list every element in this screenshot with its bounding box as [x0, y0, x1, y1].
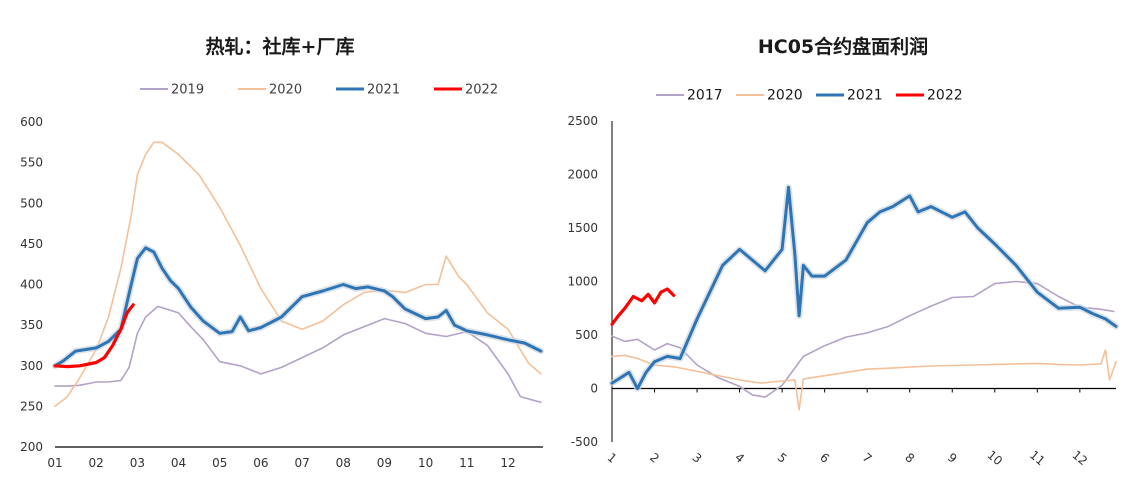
- legend-label: 2022: [465, 83, 498, 98]
- legend-item: 2022: [896, 88, 963, 104]
- x-tick-label: 9: [945, 450, 960, 466]
- y-tick-label: 2500: [567, 114, 598, 128]
- legend-label: 2021: [847, 88, 883, 104]
- series-line-2022: [610, 287, 676, 326]
- x-tick-label: 11: [1027, 448, 1048, 469]
- series-line-2020: [54, 141, 542, 408]
- series-line-2022: [53, 303, 135, 369]
- x-tick-label: 10: [418, 456, 433, 470]
- x-tick-label: 01: [47, 456, 62, 470]
- x-tick-label: 8: [902, 450, 917, 466]
- chart-panel-right: HC05合约盘面利润 2017 2020 2021 2022 -500 0 500 1000 1…: [560, 0, 1126, 497]
- x-axis: 01 02 03 04 05 06 07 08 09 10 11 12: [47, 446, 543, 470]
- legend-item: 2020: [238, 83, 302, 98]
- x-tick-label: 05: [212, 456, 227, 470]
- chart-panel-left: 热轧：社库+厂库 2019 2020 2021 2022 200 250 300 350 400…: [0, 0, 560, 497]
- y-tick-label: 1500: [567, 221, 598, 235]
- y-axis: 200 250 300 350 400 450 500 550 600: [20, 115, 43, 454]
- y-tick-label: 550: [20, 156, 43, 170]
- y-axis: -500 0 500 1000 1500 2000 2500: [567, 114, 613, 449]
- legend-label: 2021: [367, 83, 400, 98]
- legend-label: 2017: [687, 88, 723, 104]
- x-tick-label: 7: [860, 450, 875, 466]
- y-tick-label: 300: [20, 359, 43, 373]
- legend-item: 2022: [434, 83, 498, 98]
- y-tick-label: 1000: [567, 275, 598, 289]
- series-line-2021: [610, 185, 1118, 390]
- series-line-2019: [54, 305, 542, 404]
- x-tick-label: 06: [253, 456, 268, 470]
- y-tick-label: 450: [20, 237, 43, 251]
- legend-item: 2020: [736, 88, 803, 104]
- legend-item: 2017: [656, 88, 723, 104]
- chart-title: HC05合约盘面利润: [757, 36, 929, 58]
- y-tick-label: -500: [571, 435, 598, 449]
- x-tick-label: 12: [1069, 448, 1090, 469]
- y-tick-label: 350: [20, 318, 43, 332]
- chart-svg: 2019 2020 2021 2022 200 250 300 350 400 450 500 550…: [20, 83, 545, 470]
- x-tick-label: 2: [647, 450, 662, 466]
- x-axis: 1 2 3 4 5 6 7 8 9 10 11 12: [605, 387, 1116, 469]
- legend-label: 2020: [767, 88, 803, 104]
- y-tick-label: 600: [20, 115, 43, 129]
- series-line-2021: [53, 246, 543, 368]
- x-tick-label: 10: [984, 448, 1005, 469]
- y-tick-label: 2000: [567, 168, 598, 182]
- x-tick-label: 08: [336, 456, 351, 470]
- series-line-2020: [611, 349, 1117, 411]
- series-line-shadow: [608, 184, 1120, 392]
- y-tick-label: 0: [590, 382, 598, 396]
- legend-label: 2019: [171, 83, 204, 98]
- y-tick-label: 250: [20, 399, 43, 413]
- y-tick-label: 500: [575, 328, 598, 342]
- x-tick-label: 3: [690, 450, 705, 466]
- x-tick-label: 5: [775, 450, 790, 466]
- series-line-shadow: [51, 244, 545, 370]
- y-tick-label: 400: [20, 278, 43, 292]
- legend-item: 2021: [816, 88, 883, 104]
- x-tick-label: 03: [130, 456, 145, 470]
- x-tick-label: 11: [459, 456, 474, 470]
- legend-item: 2019: [140, 83, 204, 98]
- x-tick-label: 4: [732, 450, 747, 466]
- x-tick-label: 04: [171, 456, 186, 470]
- y-tick-label: 500: [20, 196, 43, 210]
- series-group: [608, 184, 1120, 411]
- series-group: [51, 141, 545, 408]
- x-tick-label: 12: [500, 456, 515, 470]
- x-tick-label: 02: [89, 456, 104, 470]
- x-tick-label: 1: [605, 450, 620, 466]
- chart-svg: 2017 2020 2021 2022 -500 0 500 1000 1500 2000 2500…: [567, 88, 1120, 469]
- legend-label: 2020: [269, 83, 302, 98]
- legend-label: 2022: [927, 88, 963, 104]
- x-tick-label: 6: [817, 450, 832, 466]
- chart-title: 热轧：社库+厂库: [205, 36, 355, 58]
- legend: 2019 2020 2021 2022: [140, 83, 498, 98]
- x-tick-label: 07: [294, 456, 309, 470]
- x-tick-label: 09: [377, 456, 392, 470]
- legend-item: 2021: [336, 83, 400, 98]
- legend: 2017 2020 2021 2022: [656, 88, 963, 104]
- y-tick-label: 200: [20, 440, 43, 454]
